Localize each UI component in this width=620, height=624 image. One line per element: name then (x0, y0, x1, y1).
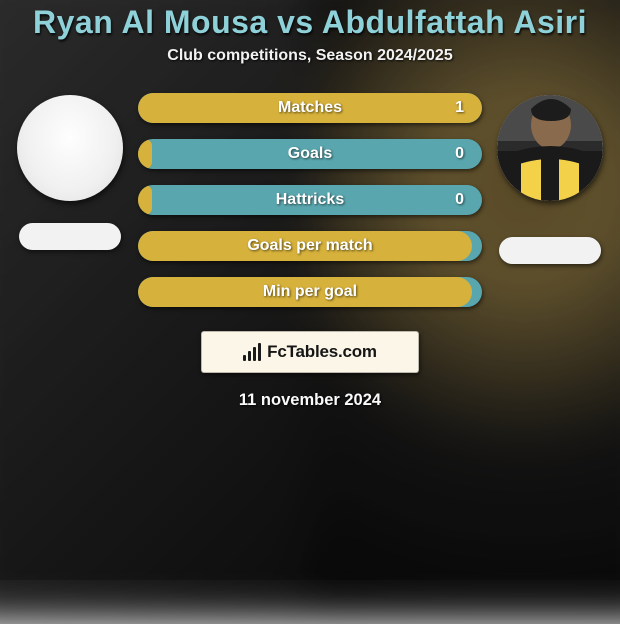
stat-bar-value: 0 (455, 139, 464, 169)
right-player-avatar (497, 95, 603, 201)
page-title: Ryan Al Mousa vs Abdulfattah Asiri (33, 4, 587, 41)
branding-logo-icon (243, 343, 261, 361)
branding-badge: FcTables.com (201, 331, 419, 373)
stat-bar-label: Goals (288, 145, 332, 163)
stat-bar-fill (138, 139, 152, 169)
content-root: Ryan Al Mousa vs Abdulfattah Asiri Club … (0, 0, 620, 580)
stat-bar-label: Hattricks (276, 191, 344, 209)
stat-bar-label: Goals per match (247, 237, 372, 255)
right-player-column (490, 93, 610, 264)
stat-bar: Goals 0 (138, 139, 482, 169)
stat-bar: Min per goal (138, 277, 482, 307)
stat-bar-fill (138, 185, 152, 215)
left-player-column (10, 93, 130, 250)
stats-column: Matches 1 Goals 0 Hattricks 0 Goals per match M… (138, 93, 482, 323)
stat-bar-value: 1 (455, 93, 464, 123)
date-label: 11 november 2024 (239, 391, 381, 410)
page-subtitle: Club competitions, Season 2024/2025 (167, 47, 452, 65)
right-player-pill (499, 237, 601, 264)
stat-bar: Matches 1 (138, 93, 482, 123)
stat-bar: Hattricks 0 (138, 185, 482, 215)
left-player-avatar (17, 95, 123, 201)
stat-bar-label: Matches (278, 99, 342, 117)
stat-bar: Goals per match (138, 231, 482, 261)
stat-bar-value: 0 (455, 185, 464, 215)
stat-bar-label: Min per goal (263, 283, 357, 301)
left-player-pill (19, 223, 121, 250)
branding-text: FcTables.com (267, 342, 377, 362)
player-photo-icon (497, 95, 603, 201)
main-row: Matches 1 Goals 0 Hattricks 0 Goals per match M… (0, 93, 620, 323)
